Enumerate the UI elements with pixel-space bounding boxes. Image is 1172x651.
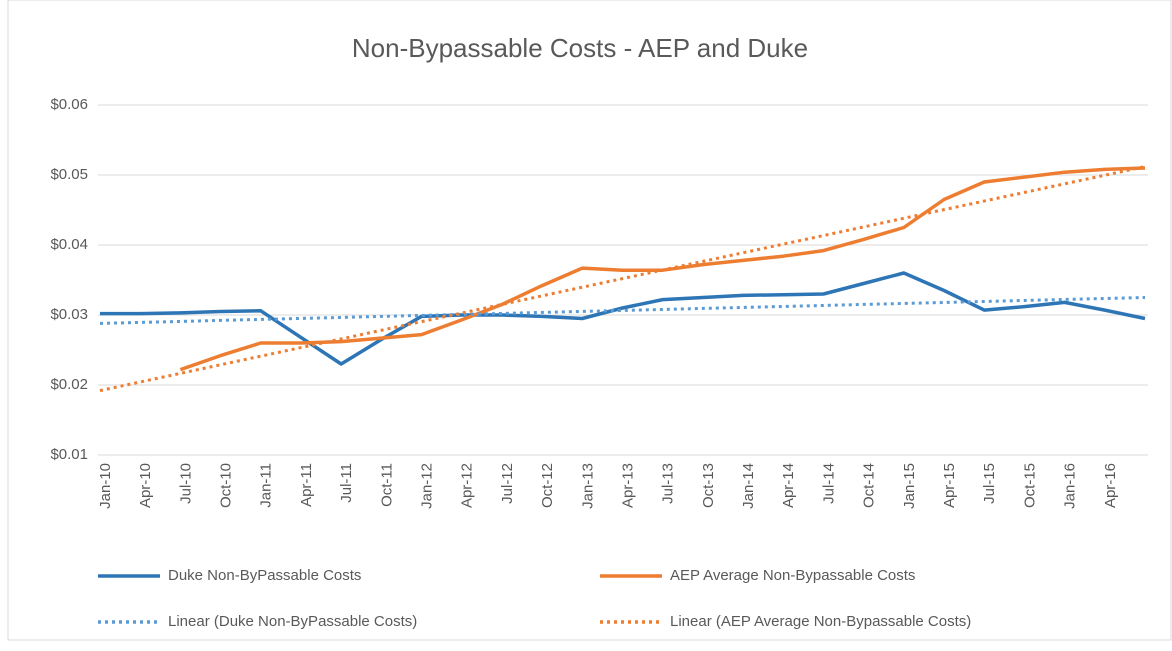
x-tick-label: Apr-15 [941, 463, 958, 508]
trend-line [99, 165, 1146, 393]
x-tick-label: Jan-10 [97, 463, 114, 509]
x-tick-label: Oct-11 [378, 463, 395, 507]
chart-border [7, 0, 1172, 641]
y-tick-label: $0.02 [50, 376, 88, 393]
x-tick-label: Oct-15 [1021, 463, 1038, 508]
x-tick-label: Apr-10 [137, 463, 154, 508]
x-tick-label: Oct-14 [861, 463, 878, 508]
x-tick-label: Jul-14 [820, 463, 837, 504]
y-tick-label: $0.06 [50, 96, 88, 113]
legend-label: AEP Average Non-Bypassable Costs [670, 567, 915, 584]
x-tick-label: Jul-13 [660, 463, 677, 504]
x-tick-label: Oct-10 [218, 463, 235, 508]
chart-title: Non-Bypassable Costs - AEP and Duke [352, 33, 808, 63]
x-tick-label: Oct-13 [700, 463, 717, 508]
x-tick-label: Jan-11 [258, 463, 275, 508]
x-tick-label: Oct-12 [539, 463, 556, 508]
x-tick-label: Apr-16 [1102, 463, 1119, 508]
x-tick-label: Apr-13 [619, 463, 636, 508]
x-tick-label: Apr-12 [459, 463, 476, 508]
y-tick-label: $0.01 [50, 446, 88, 463]
x-tick-label: Apr-14 [780, 463, 797, 508]
x-tick-label: Jan-16 [1062, 463, 1079, 509]
x-tick-label: Jul-11 [338, 463, 355, 503]
x-tick-label: Jan-14 [740, 463, 757, 509]
x-tick-label: Apr-11 [298, 463, 315, 507]
legend-label: Linear (Duke Non-ByPassable Costs) [168, 613, 417, 630]
legend-label: Duke Non-ByPassable Costs [168, 567, 361, 584]
x-tick-label: Jan-12 [419, 463, 436, 509]
x-tick-label: Jan-15 [901, 463, 918, 509]
x-tick-label: Jul-15 [981, 463, 998, 504]
x-tick-label: Jul-12 [499, 463, 516, 504]
y-tick-label: $0.04 [50, 236, 88, 253]
x-tick-label: Jan-13 [579, 463, 596, 509]
y-tick-label: $0.05 [50, 166, 88, 183]
y-tick-label: $0.03 [50, 306, 88, 323]
x-tick-label: Jul-10 [177, 463, 194, 504]
legend-label: Linear (AEP Average Non-Bypassable Costs… [670, 613, 971, 630]
series-line [100, 271, 1146, 366]
